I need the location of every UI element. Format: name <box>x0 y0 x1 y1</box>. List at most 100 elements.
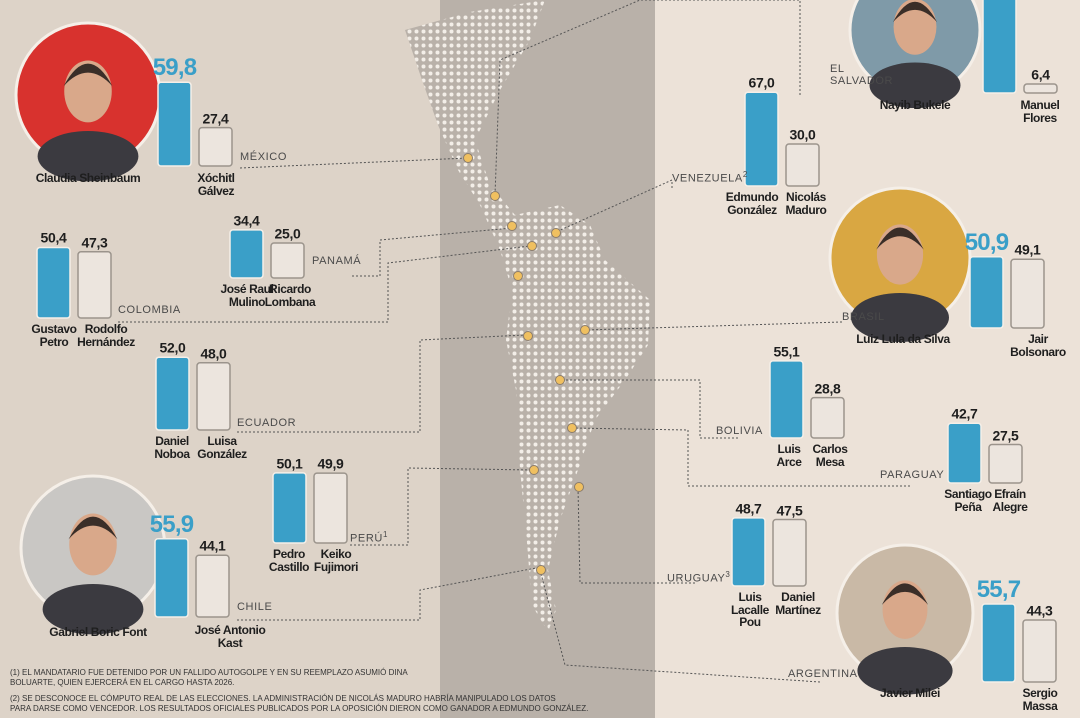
value-label: 30,0 <box>789 127 815 142</box>
country-name: VENEZUELA <box>672 173 743 185</box>
candidate-name: Javier Milei <box>880 687 940 700</box>
candidate-name: Sergio Massa <box>1023 687 1058 712</box>
candidate-name: Nicolás Maduro <box>786 191 827 216</box>
country-label: PERÚ1 <box>350 531 388 545</box>
bar <box>271 243 304 278</box>
candidate-name: Rodolfo Hernández <box>77 323 135 348</box>
country-name: COLOMBIA <box>118 304 181 316</box>
bar <box>156 357 189 430</box>
country-label: ARGENTINA <box>788 669 858 681</box>
infographic: 59,8Claudia Sheinbaum27,4Xóchitl GálvezM… <box>0 0 1080 718</box>
country-name: PANAMÁ <box>312 255 361 267</box>
map-marker <box>464 154 473 163</box>
value-label: 50,4 <box>40 231 66 246</box>
value-label: 48,7 <box>735 501 761 516</box>
country-name: ARGENTINA <box>788 668 858 680</box>
country-label: ECUADOR <box>237 418 296 430</box>
candidate-name: José Antonio Kast <box>195 624 266 649</box>
bar <box>155 539 188 617</box>
value-label: 55,7 <box>977 577 1021 602</box>
bar <box>786 144 819 186</box>
bar <box>1023 620 1056 682</box>
value-label: 34,4 <box>233 213 259 228</box>
value-label: 25,0 <box>274 226 300 241</box>
country-label: CHILE <box>237 602 272 614</box>
candidate-name: Luisa González <box>197 435 246 460</box>
value-label: 67,0 <box>748 76 774 91</box>
value-label: 52,0 <box>159 341 185 356</box>
bar <box>732 518 765 586</box>
bar <box>199 128 232 166</box>
candidate-name: Daniel Martínez <box>775 591 820 616</box>
country-label: PANAMÁ <box>312 256 361 268</box>
bar <box>982 604 1015 682</box>
country-label: BOLIVIA <box>716 426 763 438</box>
candidate-name: Gabriel Boric Font <box>49 626 146 639</box>
bar <box>230 230 263 278</box>
bar <box>1011 259 1044 328</box>
country-label: EL SALVADOR <box>830 64 893 87</box>
country-name: PERÚ <box>350 533 383 545</box>
bar <box>37 247 70 318</box>
map-marker <box>528 242 537 251</box>
value-label: 27,5 <box>992 428 1018 443</box>
bar <box>314 473 347 543</box>
country-label: BRASIL <box>842 312 885 324</box>
value-label: 55,1 <box>773 344 799 359</box>
map-marker <box>530 466 539 475</box>
country-label: COLOMBIA <box>118 305 181 317</box>
country-name: BOLIVIA <box>716 425 763 437</box>
country-name: PARAGUAY <box>880 469 944 481</box>
value-label: 55,9 <box>150 512 194 537</box>
map-marker <box>568 424 577 433</box>
candidate-name: Keiko Fujimori <box>314 548 358 573</box>
country-name: BRASIL <box>842 311 885 323</box>
map-marker <box>556 376 565 385</box>
candidate-name: Gustavo Petro <box>31 323 76 348</box>
value-label: 50,9 <box>965 230 1009 255</box>
candidate-name: Manuel Flores <box>1021 99 1060 124</box>
country-name: EL SALVADOR <box>830 63 893 87</box>
bar <box>197 363 230 430</box>
map-marker <box>524 332 533 341</box>
candidate-name: Luiz Lula da Silva <box>856 333 950 346</box>
footnote-ref: 3 <box>725 570 730 579</box>
country-label: URUGUAY3 <box>667 571 730 585</box>
candidate-name: Edmundo González <box>726 191 779 216</box>
candidate-name: Nayib Bukele <box>880 99 951 112</box>
bar <box>948 423 981 483</box>
footnote: (1) EL MANDATARIO FUE DETENIDO POR UN FA… <box>10 668 610 687</box>
candidate-name: Luis Lacalle Pou <box>731 591 769 629</box>
bar <box>745 92 778 186</box>
candidate-name: Xóchitl Gálvez <box>197 172 234 197</box>
value-label: 59,8 <box>153 55 197 80</box>
country-label: MÉXICO <box>240 152 287 164</box>
country-name: ECUADOR <box>237 417 296 429</box>
map-marker <box>575 483 584 492</box>
map-marker <box>537 566 546 575</box>
map-marker <box>514 272 523 281</box>
bar <box>770 361 803 438</box>
value-label: 47,5 <box>776 503 802 518</box>
value-label: 6,4 <box>1031 67 1050 82</box>
value-label: 49,1 <box>1014 243 1040 258</box>
footnote-ref: 2 <box>743 170 748 179</box>
map-marker <box>581 326 590 335</box>
candidate-name: Carlos Mesa <box>813 443 848 468</box>
bar <box>989 445 1022 484</box>
value-label: 27,4 <box>202 111 228 126</box>
bar <box>773 520 806 587</box>
bar <box>970 257 1003 328</box>
value-label: 49,9 <box>317 456 343 471</box>
bar <box>811 398 844 438</box>
candidate-name: Daniel Noboa <box>154 435 189 460</box>
bar <box>273 473 306 543</box>
candidate-name: Santiago Peña <box>944 488 991 513</box>
map-marker <box>491 192 500 201</box>
bar <box>78 252 111 318</box>
value-label: 44,1 <box>199 539 225 554</box>
candidate-name: Luis Arce <box>776 443 801 468</box>
candidate-name: Ricardo Lombana <box>265 283 316 308</box>
value-label: 50,1 <box>276 456 302 471</box>
country-label: VENEZUELA2 <box>672 171 748 185</box>
